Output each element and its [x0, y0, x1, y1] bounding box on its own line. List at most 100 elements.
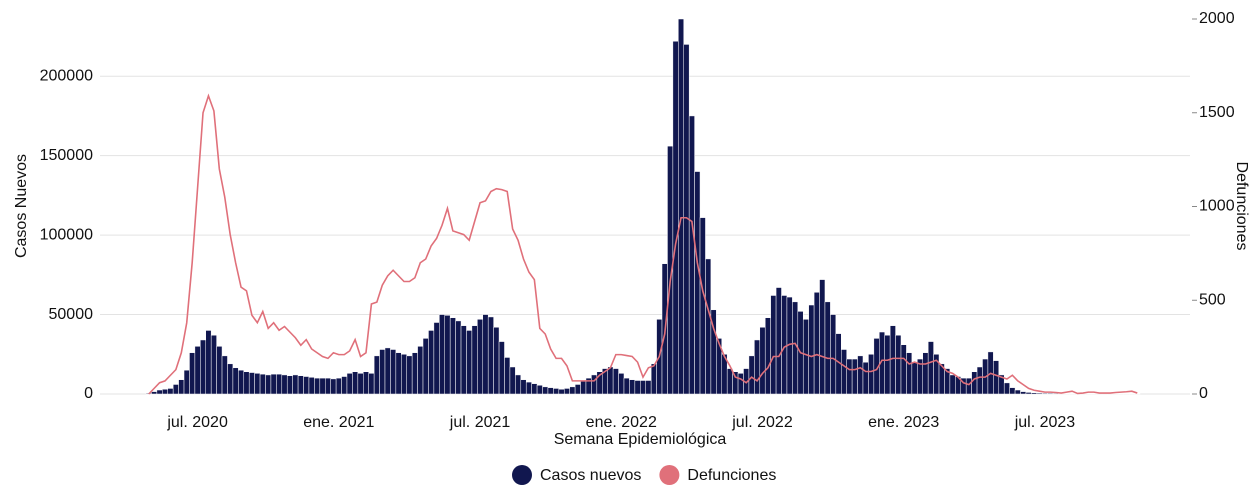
x-tick-label: jul. 2023	[1014, 414, 1076, 431]
bar	[183, 369, 190, 395]
bar	[482, 314, 489, 395]
bar	[754, 339, 761, 395]
bar	[292, 374, 299, 395]
bar	[781, 295, 788, 395]
bar	[303, 376, 310, 395]
bar	[297, 375, 304, 395]
bar	[737, 373, 744, 395]
bar	[232, 367, 239, 395]
bar	[227, 363, 234, 395]
x-axis-title: Semana Epidemiológica	[554, 431, 727, 448]
bar	[466, 330, 473, 395]
y-tick-label: 200000	[40, 67, 93, 84]
bar	[775, 287, 782, 395]
bar	[455, 320, 462, 395]
bar	[563, 388, 570, 395]
bar	[417, 346, 424, 395]
bar	[221, 355, 228, 395]
y2-tick-label: 1000	[1199, 198, 1235, 215]
bar	[607, 366, 614, 395]
bar	[623, 377, 630, 395]
bar	[422, 338, 429, 395]
bar	[650, 363, 657, 395]
bar	[384, 347, 391, 395]
bar	[612, 368, 619, 395]
bar	[439, 314, 445, 395]
y-axis-title: Casos Nuevos	[13, 154, 30, 258]
bar	[406, 355, 413, 395]
bar	[1025, 392, 1032, 395]
bar	[368, 373, 375, 395]
bar	[862, 361, 869, 395]
bar	[802, 319, 809, 395]
bar	[319, 377, 326, 395]
bar	[390, 349, 397, 395]
y2-tick-label: 0	[1199, 385, 1208, 402]
bar	[460, 325, 467, 395]
bar	[688, 115, 695, 395]
y2-tick-label: 2000	[1199, 10, 1235, 27]
bar	[900, 344, 907, 395]
y2-tick-label: 500	[1199, 291, 1226, 308]
bar	[162, 388, 168, 395]
bar	[509, 366, 516, 395]
bar	[520, 379, 527, 395]
bar	[216, 346, 223, 395]
bar	[172, 384, 179, 395]
bar	[971, 371, 978, 395]
bar	[1014, 389, 1021, 395]
bar	[498, 341, 505, 395]
bar	[569, 386, 576, 395]
bar	[1041, 392, 1048, 395]
bar	[286, 375, 293, 395]
bar	[895, 334, 902, 395]
bar	[281, 374, 288, 395]
bar	[824, 301, 831, 395]
bar	[618, 373, 625, 395]
bar	[352, 371, 359, 395]
bar	[868, 354, 875, 395]
bar	[276, 373, 283, 395]
bar	[759, 327, 766, 395]
bar	[205, 330, 212, 395]
bar	[547, 387, 554, 395]
bar	[819, 279, 826, 395]
bar	[330, 378, 337, 395]
bar	[748, 355, 755, 395]
bar	[699, 217, 706, 395]
bar	[189, 352, 196, 395]
bar	[705, 258, 712, 395]
bar	[993, 360, 1000, 395]
bar	[1031, 392, 1038, 395]
bar	[678, 18, 684, 395]
bar	[308, 377, 315, 395]
bar	[167, 388, 174, 395]
bar	[672, 40, 679, 395]
bar	[357, 373, 364, 395]
bar	[884, 334, 891, 395]
bar	[265, 374, 272, 395]
bar	[1036, 392, 1043, 395]
x-tick-label: jul. 2021	[449, 414, 511, 431]
bar	[1009, 387, 1016, 395]
bar	[830, 314, 837, 395]
bar	[1003, 382, 1010, 395]
y2-axis-title: Defunciones	[1233, 162, 1250, 251]
bar	[640, 380, 646, 395]
bar	[1047, 392, 1054, 395]
bar	[580, 381, 587, 395]
bar	[379, 349, 386, 395]
bar	[259, 373, 266, 395]
x-tick-label: ene. 2022	[586, 414, 657, 431]
bar	[976, 366, 983, 395]
legend-marker	[659, 465, 680, 485]
y-tick-label: 150000	[40, 147, 93, 164]
bar	[411, 352, 418, 395]
bar	[531, 383, 538, 395]
bar	[808, 304, 815, 395]
bar	[194, 346, 201, 395]
legend-marker	[512, 465, 532, 485]
bar	[254, 373, 261, 395]
bar	[846, 358, 853, 395]
bar	[238, 369, 245, 395]
